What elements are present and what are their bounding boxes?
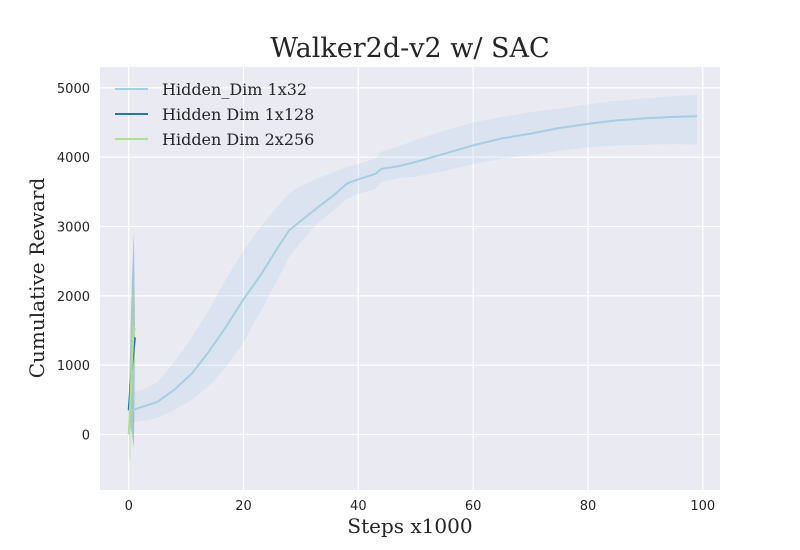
legend-label-2: Hidden Dim 1x128: [162, 105, 314, 124]
legend-label-3: Hidden Dim 2x256: [162, 130, 314, 149]
x-tick-label: 40: [350, 499, 367, 514]
y-tick-label: 2000: [57, 290, 90, 305]
x-tick-label: 80: [580, 499, 597, 514]
chart-title: Walker2d-v2 w/ SAC: [270, 33, 549, 64]
y-tick-label: 1000: [57, 359, 90, 374]
grid-lines: [100, 67, 720, 490]
x-tick-labels: 0 20 40 60 80 100: [125, 499, 716, 514]
y-tick-labels: 0 1000 2000 3000 4000 5000: [57, 82, 90, 444]
x-tick-label: 0: [125, 499, 133, 514]
x-tick-label: 20: [235, 499, 252, 514]
y-tick-label: 4000: [57, 151, 90, 166]
x-tick-label: 100: [690, 499, 715, 514]
series-line-3: [127, 326, 136, 435]
series-lines: [127, 115, 698, 435]
legend: Hidden_Dim 1x32 Hidden Dim 1x128 Hidden Di…: [115, 80, 314, 149]
x-tick-label: 60: [465, 499, 482, 514]
y-tick-label: 3000: [57, 220, 90, 235]
series-line-1: [128, 115, 698, 413]
x-axis-label: Steps x1000: [347, 514, 472, 538]
y-tick-label: 5000: [57, 82, 90, 97]
plot-area: [100, 67, 720, 490]
y-tick-label: 0: [82, 429, 90, 444]
confidence-band-1: [128, 94, 697, 423]
legend-label-1: Hidden_Dim 1x32: [162, 80, 307, 99]
y-axis-label: Cumulative Reward: [25, 178, 49, 379]
